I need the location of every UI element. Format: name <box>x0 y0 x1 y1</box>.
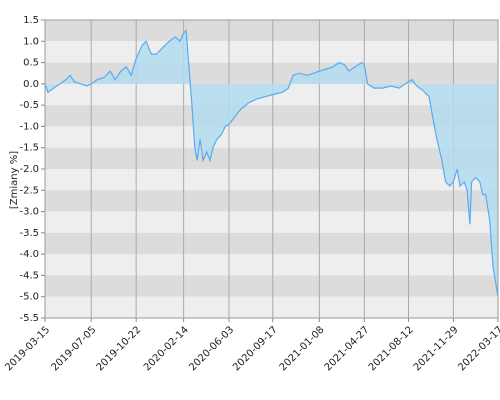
y-tick-label: 0.0 <box>23 79 39 90</box>
y-tick-label: -5.0 <box>19 292 39 303</box>
grid-band <box>45 169 498 191</box>
y-tick-label: 1.0 <box>23 36 39 47</box>
grid-band <box>45 254 498 276</box>
grid-band <box>45 211 498 233</box>
grid-band <box>45 275 498 297</box>
grid-band <box>45 232 498 255</box>
x-tick-label: 2021-08-12 <box>367 324 416 373</box>
grid-band <box>45 296 498 318</box>
grid-band <box>45 126 498 148</box>
y-tick-label: -3.5 <box>19 228 39 239</box>
x-tick-label: 2020-09-17 <box>231 324 280 373</box>
x-tick-label: 2020-02-14 <box>142 324 191 373</box>
x-tick-label: 2022-03-17 <box>456 324 500 373</box>
x-tick-label: 2020-06-03 <box>187 324 236 373</box>
line <box>44 29 499 297</box>
y-tick-label: 0.5 <box>23 58 39 69</box>
y-tick-label: -2.5 <box>19 185 39 196</box>
x-tick-label: 2019-10-22 <box>95 324 144 373</box>
y-tick-label: -0.5 <box>19 100 39 111</box>
grid-band <box>45 190 498 212</box>
grid-band <box>45 41 498 63</box>
x-tick-label: 2019-07-05 <box>50 324 99 373</box>
x-tick-label: 2019-03-15 <box>3 324 52 373</box>
y-tick-label: -3.0 <box>19 207 39 218</box>
grid-band <box>45 20 498 42</box>
y-tick-label: -1.5 <box>19 143 39 154</box>
y-tick-label: -5.5 <box>19 313 39 324</box>
y-tick-label: -2.0 <box>19 164 39 175</box>
grid-band <box>45 105 498 127</box>
y-axis-label: [Zmiany %] <box>9 151 20 209</box>
plot-frame <box>44 19 499 319</box>
x-tick-label: 2021-01-08 <box>278 324 327 373</box>
grid-band <box>45 147 498 169</box>
y-tick-label: -4.5 <box>19 270 39 281</box>
y-tick-label: -4.0 <box>19 249 39 260</box>
y-tick-label: 1.5 <box>23 15 39 26</box>
x-tick-label: 2021-04-27 <box>323 324 372 373</box>
x-tick-label: 2021-11-29 <box>412 324 461 373</box>
y-tick-label: -1.0 <box>19 121 39 132</box>
